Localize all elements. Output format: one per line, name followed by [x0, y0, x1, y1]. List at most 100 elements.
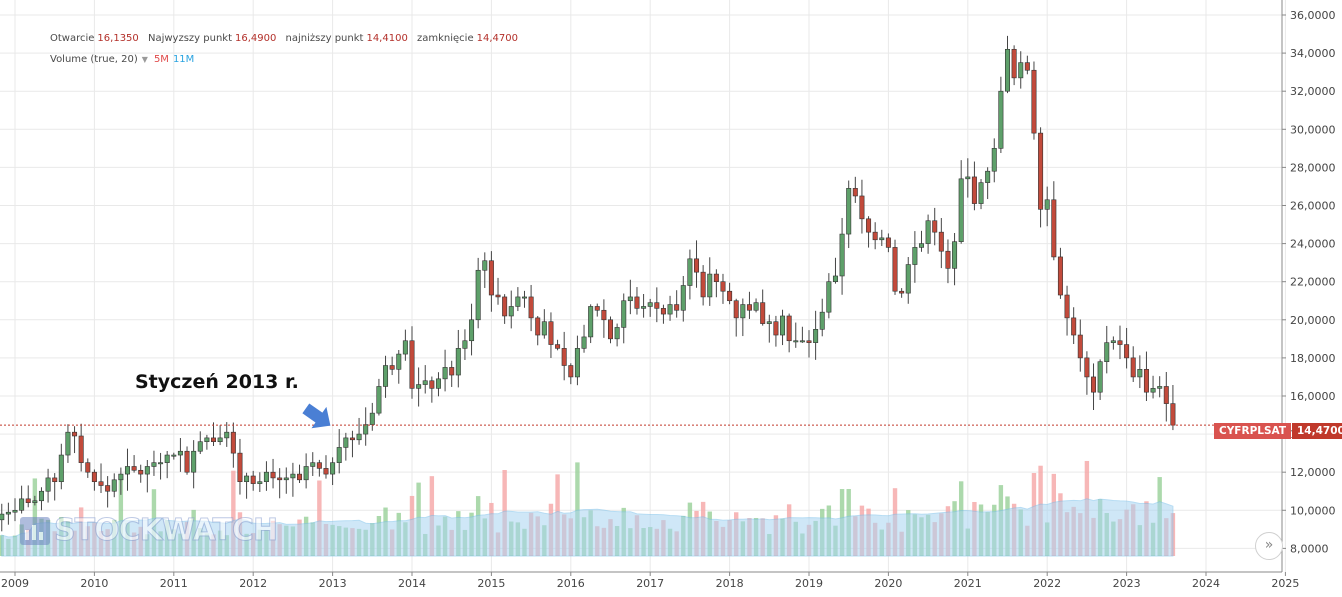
candle-body[interactable] — [1011, 48, 1017, 79]
candle-body[interactable] — [111, 479, 117, 492]
candle-body[interactable] — [310, 462, 316, 467]
candle-body[interactable] — [363, 424, 369, 435]
candle-body[interactable] — [1110, 340, 1116, 343]
candle-body[interactable] — [1170, 403, 1176, 426]
candle-body[interactable] — [1051, 199, 1057, 258]
candle-body[interactable] — [502, 296, 508, 317]
candle-body[interactable] — [277, 477, 283, 481]
candle-body[interactable] — [177, 450, 183, 456]
candle-body[interactable] — [237, 452, 243, 483]
candle-body[interactable] — [343, 437, 349, 448]
candle-body[interactable] — [740, 304, 746, 319]
candle-body[interactable] — [872, 231, 878, 241]
candle-body[interactable] — [713, 273, 719, 282]
candle-body[interactable] — [389, 365, 395, 370]
candle-body[interactable] — [521, 296, 527, 299]
candle-body[interactable] — [1124, 344, 1130, 359]
candle-body[interactable] — [647, 302, 653, 307]
candle-body[interactable] — [1104, 342, 1110, 362]
candle-body[interactable] — [594, 306, 600, 311]
candle-body[interactable] — [568, 365, 574, 378]
candle-body[interactable] — [991, 148, 997, 172]
candle-body[interactable] — [607, 319, 613, 340]
candle-body[interactable] — [78, 435, 84, 463]
candle-body[interactable] — [541, 321, 547, 336]
candle-body[interactable] — [151, 462, 157, 467]
candle-body[interactable] — [449, 367, 455, 376]
candle-body[interactable] — [1143, 369, 1149, 393]
candle-body[interactable] — [1157, 386, 1163, 389]
candle-body[interactable] — [660, 308, 666, 315]
candle-body[interactable] — [416, 384, 422, 389]
candle-body[interactable] — [184, 450, 190, 473]
candle-body[interactable] — [528, 296, 534, 319]
candle-body[interactable] — [323, 468, 329, 475]
dropdown-caret-icon[interactable]: ▼ — [141, 55, 148, 64]
candle-body[interactable] — [98, 481, 104, 486]
candle-body[interactable] — [204, 437, 210, 443]
candle-body[interactable] — [733, 300, 739, 319]
candle-body[interactable] — [244, 475, 250, 483]
candle-body[interactable] — [1077, 334, 1083, 359]
candle-body[interactable] — [211, 437, 217, 443]
candle-body[interactable] — [290, 473, 296, 479]
candle-body[interactable] — [508, 306, 514, 317]
candle-body[interactable] — [396, 353, 402, 370]
candle-body[interactable] — [105, 485, 111, 492]
candle-body[interactable] — [144, 466, 150, 475]
candle-body[interactable] — [263, 471, 269, 483]
candle-body[interactable] — [297, 473, 303, 481]
candle-body[interactable] — [932, 220, 938, 233]
candle-body[interactable] — [581, 336, 587, 349]
candle-body[interactable] — [230, 431, 236, 454]
candle-body[interactable] — [852, 188, 858, 197]
volume-label[interactable]: Volume (true, 20) — [50, 54, 138, 65]
candle-body[interactable] — [65, 431, 71, 456]
candle-body[interactable] — [839, 233, 845, 277]
candle-body[interactable] — [19, 498, 25, 511]
candle-body[interactable] — [555, 344, 561, 349]
candle-body[interactable] — [422, 380, 428, 385]
candle-body[interactable] — [892, 247, 898, 292]
candle-body[interactable] — [336, 447, 342, 463]
candle-body[interactable] — [409, 340, 415, 389]
candle-body[interactable] — [938, 231, 944, 252]
candle-body[interactable] — [1004, 48, 1010, 92]
candle-body[interactable] — [654, 302, 660, 309]
candle-body[interactable] — [971, 176, 977, 204]
candle-body[interactable] — [614, 327, 620, 340]
candle-body[interactable] — [316, 462, 322, 469]
candle-body[interactable] — [1071, 317, 1077, 336]
candle-body[interactable] — [746, 304, 752, 311]
candle-body[interactable] — [118, 473, 124, 481]
candle-body[interactable] — [561, 348, 567, 366]
scroll-to-realtime-button[interactable]: » — [1255, 532, 1283, 560]
candle-body[interactable] — [674, 304, 680, 311]
candle-body[interactable] — [687, 258, 693, 286]
candle-body[interactable] — [667, 304, 673, 315]
candle-body[interactable] — [885, 237, 891, 248]
candle-body[interactable] — [965, 176, 971, 180]
candle-body[interactable] — [349, 437, 355, 441]
candle-body[interactable] — [1117, 340, 1123, 345]
candle-body[interactable] — [905, 264, 911, 294]
candle-body[interactable] — [786, 315, 792, 342]
candle-body[interactable] — [1130, 357, 1136, 378]
candle-body[interactable] — [369, 412, 375, 425]
candle-body[interactable] — [813, 329, 819, 343]
candle-body[interactable] — [859, 195, 865, 220]
candle-body[interactable] — [38, 490, 44, 502]
candle-body[interactable] — [641, 306, 647, 309]
candle-body[interactable] — [918, 243, 924, 248]
candle-body[interactable] — [588, 306, 594, 338]
candle-body[interactable] — [1084, 357, 1090, 378]
candle-body[interactable] — [1150, 388, 1156, 393]
candle-body[interactable] — [1137, 369, 1143, 378]
candle-body[interactable] — [1024, 62, 1030, 71]
candle-body[interactable] — [727, 290, 733, 302]
candle-body[interactable] — [548, 321, 554, 345]
candle-body[interactable] — [435, 378, 441, 389]
candle-body[interactable] — [171, 454, 177, 457]
